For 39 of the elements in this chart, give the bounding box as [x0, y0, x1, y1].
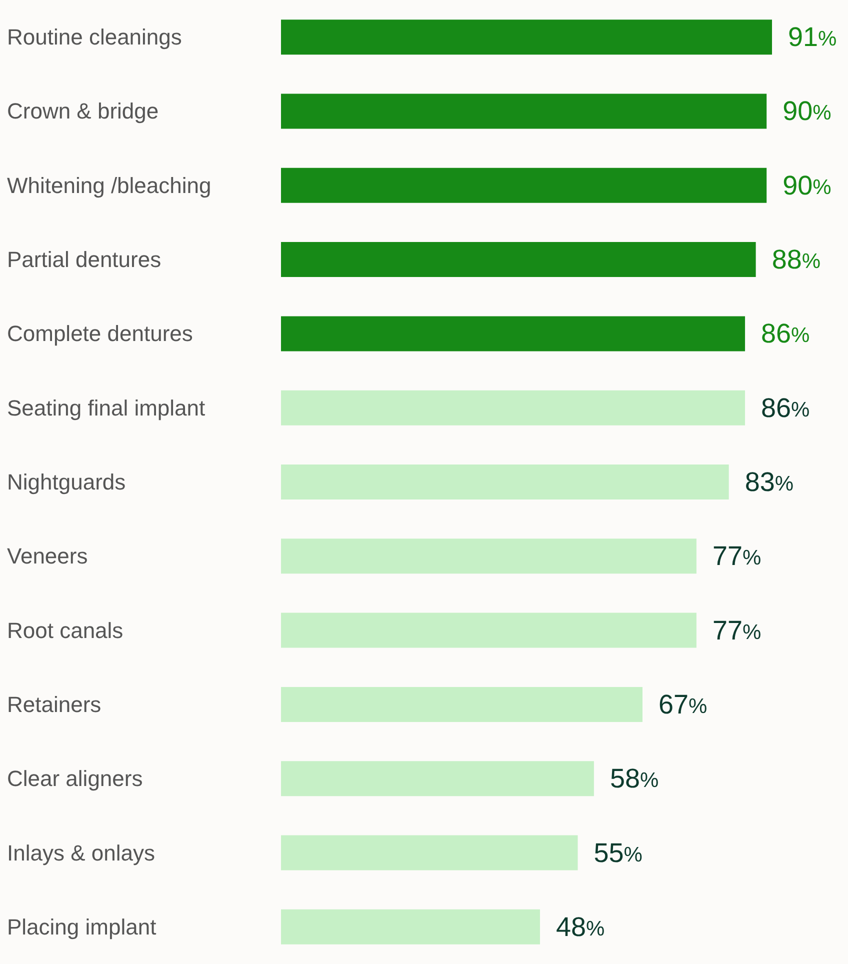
- y-tick-label: Root canals: [7, 618, 124, 643]
- y-tick-label: Crown & bridge: [7, 98, 159, 124]
- data-label: 86%: [761, 318, 810, 349]
- bar: [281, 835, 578, 870]
- y-tick-label: Whitening /bleaching: [7, 172, 212, 198]
- bar: [281, 612, 696, 648]
- bar: [281, 94, 767, 129]
- data-label: 86%: [761, 392, 810, 423]
- y-tick-label: Clear aligners: [7, 766, 143, 792]
- data-label: 83%: [744, 467, 794, 497]
- bar: [281, 168, 767, 203]
- bar: [281, 20, 772, 55]
- y-tick-label: Seating final implant: [7, 395, 206, 420]
- bar: [281, 686, 643, 722]
- y-tick-label: Veneers: [7, 544, 88, 569]
- bar: [281, 316, 746, 352]
- bar: [281, 242, 756, 278]
- bar: [281, 390, 746, 426]
- bar: [281, 464, 729, 500]
- y-tick-label: Nightguards: [7, 470, 126, 494]
- y-tick-label: Complete dentures: [7, 321, 193, 346]
- data-label: 91%: [788, 22, 837, 52]
- data-label: 90%: [782, 96, 832, 126]
- y-tick-label: Partial dentures: [7, 247, 162, 272]
- y-tick-label: Inlays & onlays: [7, 840, 155, 866]
- data-label: 67%: [658, 689, 708, 720]
- y-tick-label: Routine cleanings: [7, 24, 182, 50]
- y-tick-label: Placing implant: [7, 914, 156, 940]
- data-label: 55%: [594, 838, 642, 868]
- y-tick-label: Retainers: [7, 692, 102, 717]
- bar: [281, 909, 540, 944]
- data-label: 48%: [556, 912, 605, 942]
- data-label: 58%: [610, 764, 659, 794]
- data-label: 77%: [712, 541, 762, 572]
- bar: [281, 538, 696, 574]
- data-label: 88%: [772, 244, 821, 275]
- data-label: 90%: [782, 170, 832, 200]
- data-label: 77%: [712, 615, 762, 646]
- bar: [281, 761, 594, 796]
